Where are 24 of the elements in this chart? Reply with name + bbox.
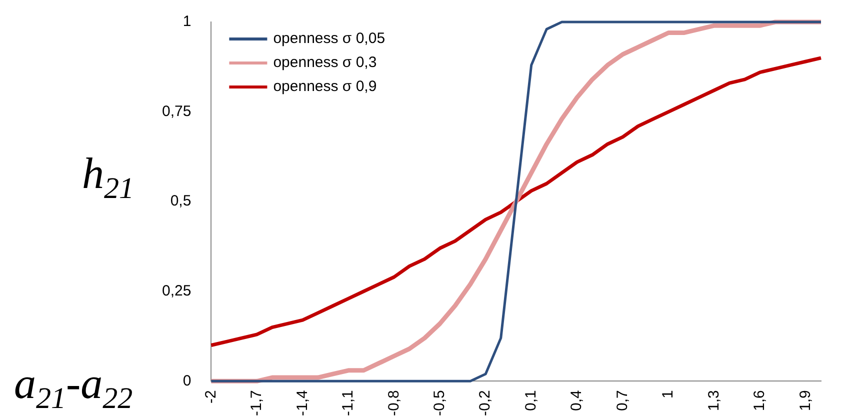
x-tick-label: 0,4 [568, 390, 586, 412]
x-tick-label: -0,2 [476, 390, 494, 416]
x-tick-label: -0,5 [431, 390, 448, 416]
legend-label: openness σ 0,9 [273, 78, 377, 96]
x-tick-label: -1,4 [294, 390, 311, 416]
x-tick-label: 1,9 [796, 390, 814, 412]
y-axis-title: h$_{21}$ [82, 149, 134, 205]
y-tick-label: 1 [182, 13, 192, 30]
x-axis-title: a$_{21}$-a$_{22}$ [14, 359, 133, 415]
y-tick-label: 0,5 [170, 192, 192, 210]
y-tick-label: 0,75 [162, 102, 192, 120]
legend-label: openness σ 0,05 [273, 30, 386, 48]
x-tick-label: 1 [660, 390, 677, 398]
legend-label: openness σ 0,3 [273, 54, 377, 72]
x-tick-label: 1,6 [751, 390, 768, 412]
x-tick-label: -0,8 [385, 390, 402, 416]
x-tick-label: -2 [202, 390, 220, 404]
x-tick-label: -1,1 [340, 390, 357, 416]
y-tick-label: 0 [182, 372, 192, 390]
y-tick-label: 0,25 [162, 282, 192, 300]
x-tick-label: 1,3 [705, 390, 722, 412]
x-tick-label: -1,7 [248, 390, 266, 416]
x-tick-label: 0,7 [614, 390, 631, 412]
x-tick-label: 0,1 [522, 390, 540, 412]
